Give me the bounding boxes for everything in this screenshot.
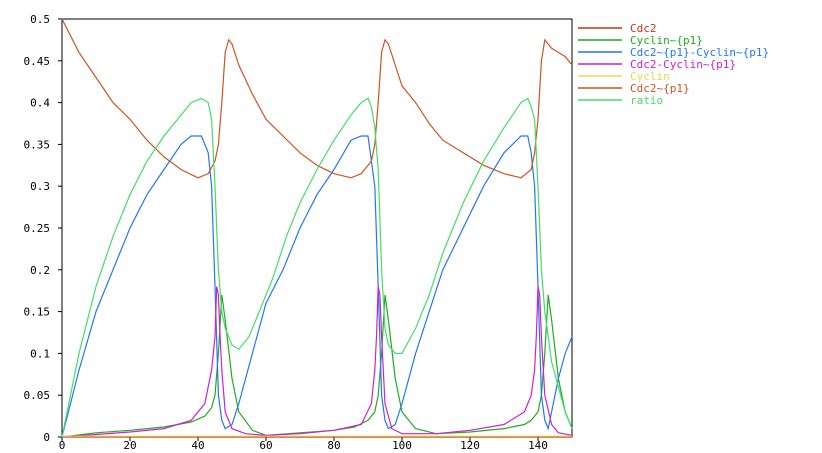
axes: 0 20 40 60 80 100 120 140 0 0.05 0.1 0.15 0.2 0.25 0.3… (24, 13, 573, 452)
y-tick-label: 0.15 (24, 306, 51, 319)
y-tick-label: 0.3 (30, 180, 50, 193)
series-line (61, 294, 573, 438)
x-tick-label: 40 (191, 439, 204, 452)
x-tick-label: 100 (392, 439, 412, 452)
legend-label: Cyclin~{p1} (630, 34, 703, 47)
y-tick-label: 0.4 (30, 97, 50, 110)
x-tick-label: 80 (327, 439, 340, 452)
series-line (61, 286, 573, 438)
y-tick-label: 0.05 (24, 389, 51, 402)
legend-label: Cyclin (630, 70, 670, 83)
y-tick-label: 0 (43, 431, 50, 444)
legend: Cdc2Cyclin~{p1}Cdc2~{p1}-Cyclin~{p1}Cdc2… (578, 22, 769, 107)
legend-label: Cdc2 (630, 22, 657, 35)
x-tick-label: 60 (259, 439, 272, 452)
x-tick-label: 140 (528, 439, 548, 452)
x-tick-label: 0 (59, 439, 66, 452)
x-tick-label: 20 (123, 439, 136, 452)
plot-frame (61, 18, 573, 438)
legend-label: Cdc2~{p1} (630, 82, 690, 95)
y-tick-label: 0.25 (24, 222, 51, 235)
series-line (61, 135, 573, 438)
y-tick-label: 0.45 (24, 55, 51, 68)
y-tick-label: 0.35 (24, 138, 51, 151)
legend-label: Cdc2~{p1}-Cyclin~{p1} (630, 46, 769, 59)
x-tick-label: 120 (460, 439, 480, 452)
series-layer (61, 18, 573, 438)
y-tick-label: 0.5 (30, 13, 50, 26)
series-line (61, 18, 573, 179)
y-tick-label: 0.1 (30, 347, 50, 360)
legend-label: Cdc2-Cyclin~{p1} (630, 58, 736, 71)
y-tick-label: 0.2 (30, 264, 50, 277)
legend-label: ratio (630, 94, 663, 107)
series-line (61, 97, 573, 438)
